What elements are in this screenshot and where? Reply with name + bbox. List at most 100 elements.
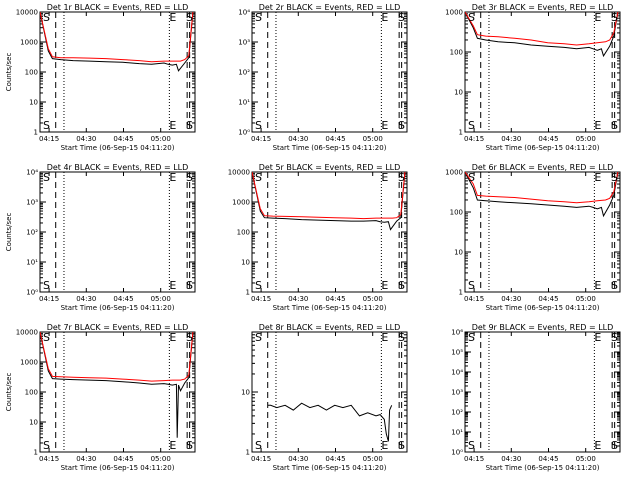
data-layer bbox=[267, 402, 393, 442]
x-tick-label: 04:15 bbox=[251, 135, 271, 143]
data-layer bbox=[465, 172, 619, 218]
x-tick-label: 04:30 bbox=[501, 295, 521, 303]
marker-end: E bbox=[594, 171, 601, 184]
x-tick-label: 04:30 bbox=[76, 455, 96, 463]
marker-start: S bbox=[43, 171, 50, 184]
data-layer bbox=[40, 12, 194, 72]
panel-title: Det 1r BLACK = Events, RED = LLD bbox=[47, 3, 189, 12]
y-tick-label: 10 bbox=[241, 389, 250, 397]
y-tick-label: 10³ bbox=[451, 389, 463, 397]
x-tick-label: 04:45 bbox=[538, 295, 558, 303]
x-tick-label: 04:45 bbox=[113, 455, 133, 463]
events-series-line bbox=[252, 172, 406, 231]
x-tick-label: 05:00 bbox=[151, 455, 171, 463]
marker-start: S bbox=[255, 171, 262, 184]
y-tick-label: 1 bbox=[246, 289, 250, 297]
x-tick-label: 04:45 bbox=[325, 295, 345, 303]
marker-end: E bbox=[381, 11, 388, 24]
panel-8: Det 8r BLACK = Events, RED = LLD 04:15 04:… bbox=[241, 323, 408, 472]
panel-title: Det 7r BLACK = Events, RED = LLD bbox=[47, 323, 189, 332]
marker-start: S bbox=[186, 11, 193, 24]
marker-start: S bbox=[186, 171, 193, 184]
marker-start: S bbox=[43, 11, 50, 24]
y-tick-label: 100 bbox=[450, 49, 463, 57]
marker-start: S bbox=[186, 331, 193, 344]
x-tick-label: 04:30 bbox=[288, 455, 308, 463]
x-axis-label: Start Time (06-Sep-15 04:11:20) bbox=[486, 464, 600, 472]
events-series-line bbox=[40, 12, 194, 72]
panel-title: Det 3r BLACK = Events, RED = LLD bbox=[472, 3, 614, 12]
y-tick-label: 10⁴ bbox=[26, 169, 38, 177]
marker-start: S bbox=[468, 171, 475, 184]
panel-title: Det 4r BLACK = Events, RED = LLD bbox=[47, 163, 189, 172]
marker-start-bottom: S bbox=[468, 119, 475, 132]
marker-start-bottom: S bbox=[186, 439, 193, 452]
marker-start-bottom: S bbox=[398, 439, 405, 452]
marker-start-bottom: S bbox=[186, 279, 193, 292]
y-tick-label: 1000 bbox=[20, 359, 38, 367]
y-tick-label: 10³ bbox=[238, 39, 250, 47]
x-axis-label: Start Time (06-Sep-15 04:11:20) bbox=[61, 304, 175, 312]
y-tick-label: 10¹ bbox=[238, 99, 250, 107]
marker-start-bottom: S bbox=[398, 119, 405, 132]
marker-start-bottom: S bbox=[255, 439, 262, 452]
x-tick-label: 04:15 bbox=[251, 295, 271, 303]
x-tick-label: 04:30 bbox=[288, 295, 308, 303]
marker-start-bottom: S bbox=[186, 119, 193, 132]
x-tick-label: 05:00 bbox=[576, 455, 596, 463]
panel-5: Det 5r BLACK = Events, RED = LLD 04:15 04:… bbox=[228, 163, 408, 312]
plot-frame bbox=[464, 171, 621, 293]
x-tick-label: 04:30 bbox=[501, 455, 521, 463]
y-tick-label: 100 bbox=[25, 69, 38, 77]
y-tick-label: 10¹ bbox=[26, 259, 38, 267]
plot-frame bbox=[464, 331, 621, 453]
marker-start-bottom: S bbox=[255, 119, 262, 132]
x-axis-label: Start Time (06-Sep-15 04:11:20) bbox=[61, 464, 175, 472]
x-axis-label: Start Time (06-Sep-15 04:11:20) bbox=[486, 144, 600, 152]
x-tick-label: 04:15 bbox=[464, 135, 484, 143]
panel-4: Det 4r BLACK = Events, RED = LLD 04:15 04:… bbox=[5, 163, 196, 312]
marker-start: S bbox=[255, 11, 262, 24]
panel-title: Det 6r BLACK = Events, RED = LLD bbox=[472, 163, 614, 172]
marker-start-bottom: S bbox=[43, 119, 50, 132]
y-tick-label: 10 bbox=[29, 99, 38, 107]
x-tick-label: 04:45 bbox=[538, 135, 558, 143]
y-tick-label: 10⁰ bbox=[238, 129, 250, 137]
y-tick-label: 1 bbox=[34, 129, 38, 137]
panel-title: Det 2r BLACK = Events, RED = LLD bbox=[259, 3, 401, 12]
x-tick-label: 04:45 bbox=[325, 135, 345, 143]
y-tick-label: 10² bbox=[26, 229, 38, 237]
y-tick-label: 1 bbox=[459, 289, 463, 297]
y-tick-label: 100 bbox=[450, 209, 463, 217]
marker-start: S bbox=[398, 331, 405, 344]
panel-1: Det 1r BLACK = Events, RED = LLD 04:15 04:… bbox=[5, 3, 196, 152]
marker-end-bottom: E bbox=[594, 279, 601, 292]
y-tick-label: 10⁰ bbox=[26, 289, 38, 297]
x-tick-label: 04:30 bbox=[501, 135, 521, 143]
y-tick-label: 10000 bbox=[228, 169, 250, 177]
y-tick-label: 100 bbox=[237, 229, 250, 237]
marker-end-bottom: E bbox=[169, 119, 176, 132]
marker-end: E bbox=[169, 171, 176, 184]
marker-start-bottom: S bbox=[611, 279, 618, 292]
lld-series-line bbox=[465, 172, 619, 204]
x-tick-label: 04:30 bbox=[76, 295, 96, 303]
panel-3: Det 3r BLACK = Events, RED = LLD 04:15 04:… bbox=[445, 3, 621, 152]
x-axis-label: Start Time (06-Sep-15 04:11:20) bbox=[273, 464, 387, 472]
x-tick-label: 04:45 bbox=[113, 135, 133, 143]
marker-start: S bbox=[611, 11, 618, 24]
marker-start: S bbox=[468, 331, 475, 344]
data-layer bbox=[252, 172, 406, 231]
panel-title: Det 8r BLACK = Events, RED = LLD bbox=[259, 323, 401, 332]
y-tick-label: 1000 bbox=[445, 169, 463, 177]
y-axis-label: Counts/sec bbox=[5, 53, 13, 92]
x-tick-label: 04:15 bbox=[39, 455, 59, 463]
panel-2: Det 2r BLACK = Events, RED = LLD 04:15 04:… bbox=[238, 3, 408, 152]
x-tick-label: 05:00 bbox=[363, 455, 383, 463]
panel-7: Det 7r BLACK = Events, RED = LLD 04:15 04:… bbox=[5, 323, 196, 472]
y-tick-label: 10² bbox=[451, 409, 463, 417]
x-tick-label: 04:15 bbox=[39, 135, 59, 143]
marker-end: E bbox=[381, 331, 388, 344]
marker-start-bottom: S bbox=[255, 279, 262, 292]
